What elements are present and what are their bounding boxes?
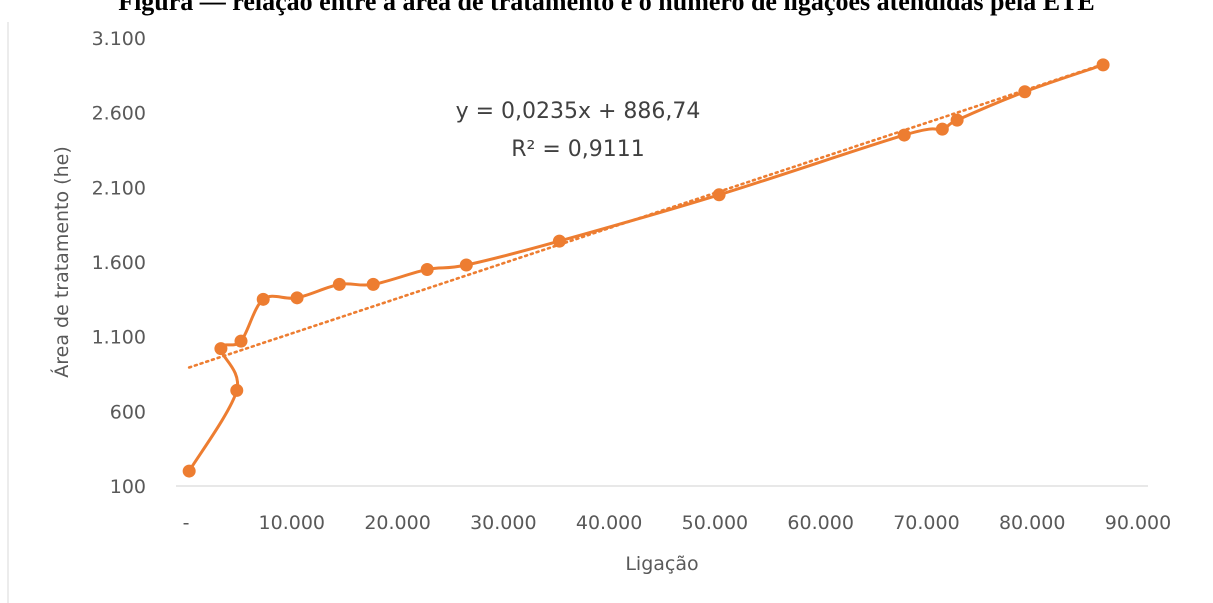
x-axis: - 10.000 20.000 30.000 40.000 50.000 60.000 70.… [183, 512, 1172, 534]
y-tick-label: 100 [110, 476, 146, 498]
x-tick-label: 40.000 [576, 512, 642, 534]
x-tick-label: 50.000 [682, 512, 748, 534]
data-point [256, 292, 270, 306]
data-point [332, 277, 346, 291]
figure-caption: Figura — relação entre a área de tratame… [0, 0, 1213, 22]
y-tick-label: 2.100 [92, 177, 146, 199]
x-tick-label: 20.000 [364, 512, 430, 534]
x-tick-label: 70.000 [893, 512, 959, 534]
x-tick-label: 10.000 [259, 512, 325, 534]
data-points [182, 58, 1110, 478]
trendline-equation: y = 0,0235x + 886,74 [456, 99, 701, 124]
y-tick-label: 1.600 [92, 252, 146, 274]
x-tick-label: 80.000 [999, 512, 1065, 534]
data-point [234, 334, 248, 348]
data-point [182, 464, 196, 478]
data-point [290, 291, 304, 305]
data-point [459, 258, 473, 272]
data-point [935, 122, 949, 136]
y-axis-title: Área de tratamento (he) [50, 146, 73, 377]
x-tick-label: 90.000 [1105, 512, 1171, 534]
series-line [187, 63, 1104, 472]
y-tick-label: 2.600 [92, 103, 146, 125]
data-point [1096, 58, 1110, 72]
data-point [366, 277, 380, 291]
data-point [897, 128, 911, 142]
data-series [187, 63, 1104, 472]
x-tick-label: - [183, 512, 190, 534]
y-tick-label: 1.100 [92, 327, 146, 349]
y-tick-label: 3.100 [92, 28, 146, 50]
data-point [420, 262, 434, 276]
data-point [950, 113, 964, 127]
y-tick-label: 600 [110, 401, 146, 423]
trendline-r-squared: R² = 0,9111 [511, 137, 645, 162]
data-point [552, 234, 566, 248]
data-point [230, 383, 244, 397]
y-axis: 100 600 1.100 1.600 2.100 2.600 3.100 [92, 28, 146, 498]
x-tick-label: 60.000 [787, 512, 853, 534]
x-tick-label: 30.000 [470, 512, 536, 534]
data-point [214, 342, 228, 356]
data-point [1018, 85, 1032, 99]
figure-caption-text: Figura — relação entre a área de tratame… [118, 0, 1095, 16]
x-axis-title: Ligação [625, 553, 698, 575]
data-point [712, 188, 726, 202]
